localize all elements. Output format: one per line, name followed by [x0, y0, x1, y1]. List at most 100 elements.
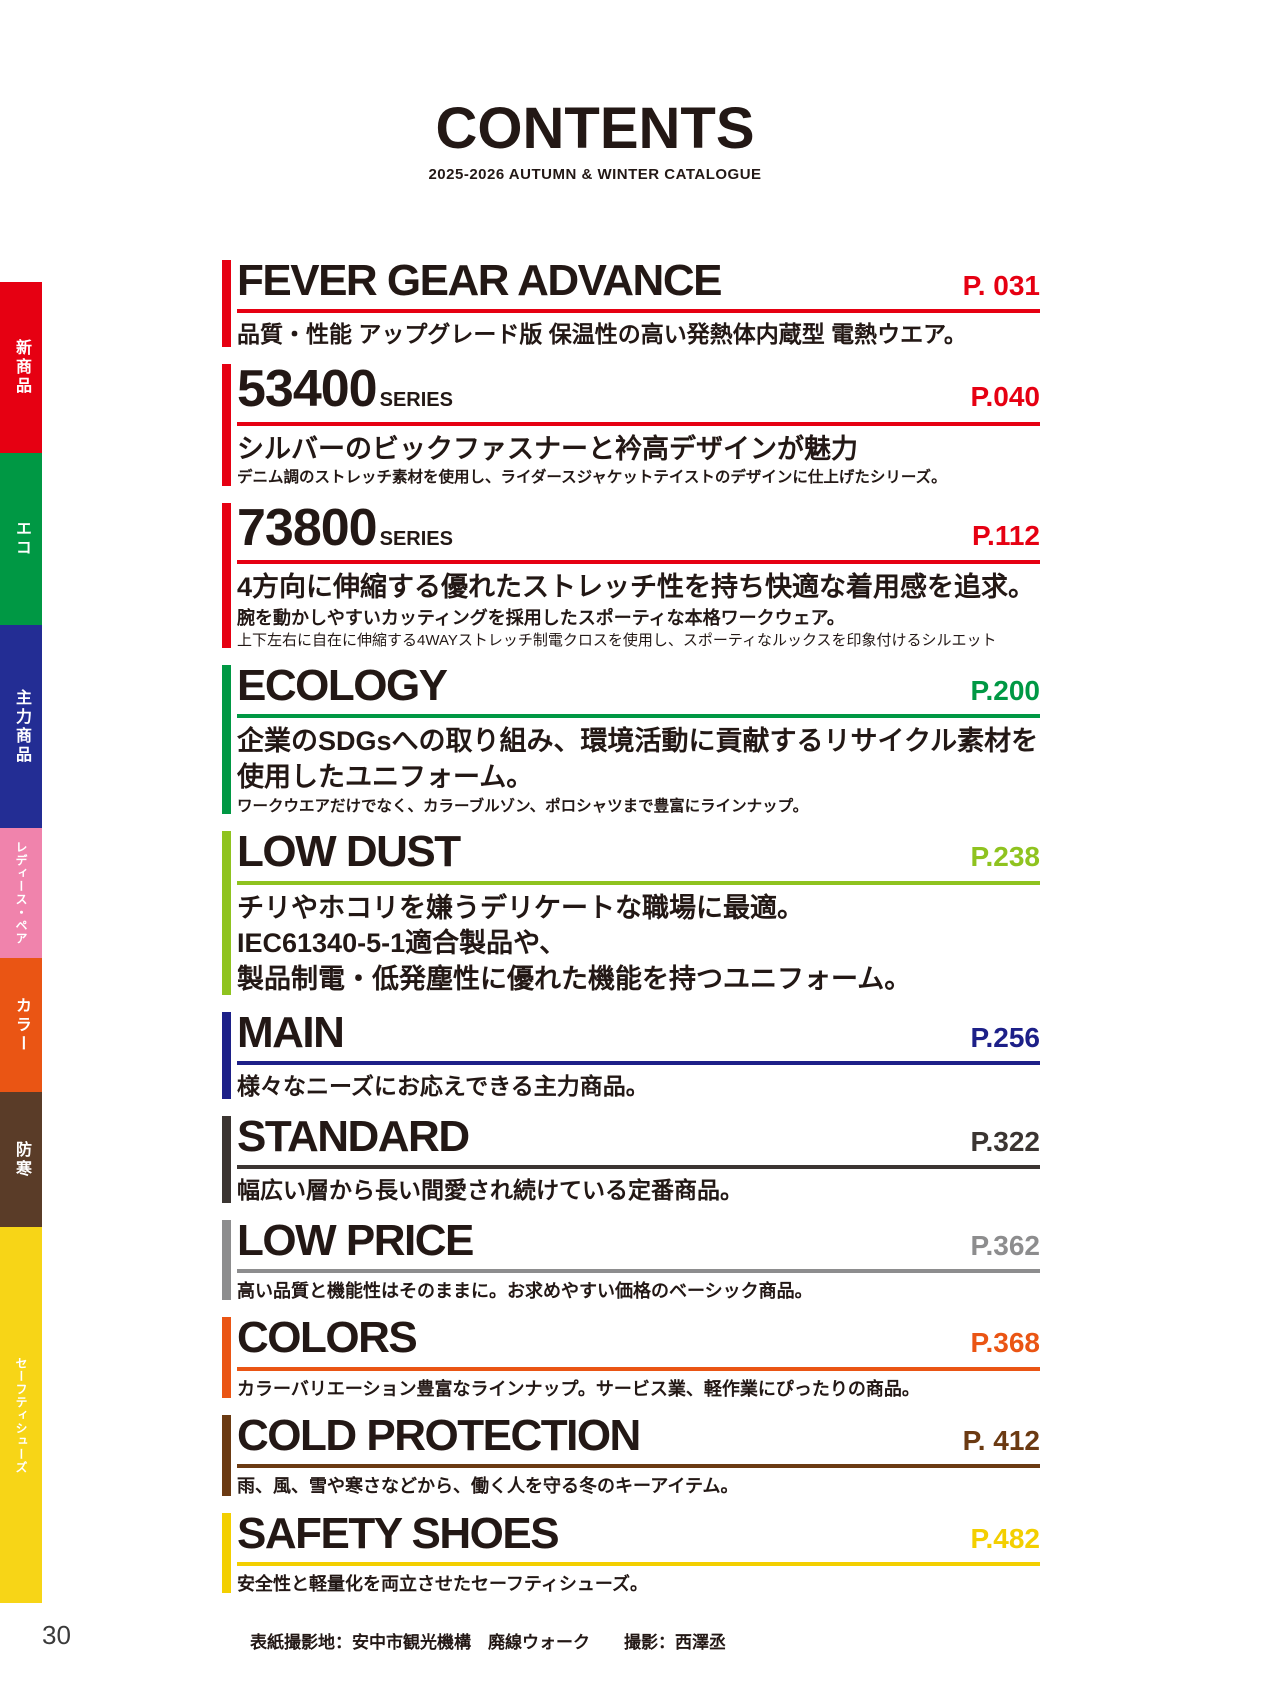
section-title-suffix: SERIES — [379, 527, 453, 550]
section-page-number: P.482 — [970, 1522, 1040, 1554]
section-color-bar — [222, 1512, 231, 1594]
section-description-line: チリやホコリを嫌うデリケートな職場に最適。 — [237, 892, 804, 923]
toc-entry-low-dust: LOW DUST P.238 チリやホコリを嫌うデリケートな職場に最適。 IEC613… — [222, 829, 1040, 996]
section-title-text: COLORS — [237, 1313, 418, 1363]
section-title: LOW DUST — [237, 827, 461, 877]
section-description-line: シルバーのビックファスナーと衿高デザインが魅力 — [237, 433, 858, 464]
section-description-line: 様々なニーズにお応えできる主力商品。 — [237, 1072, 649, 1099]
section-color-bar — [222, 1415, 231, 1496]
section-page-number: P.112 — [971, 519, 1040, 551]
section-page-number: P.256 — [970, 1021, 1040, 1053]
sidebar-tab-label: 防寒 — [13, 1140, 30, 1179]
sidebar-tab-cold[interactable]: 防寒 — [0, 1092, 42, 1227]
toc-entry-73800-series: 73800 SERIES P.112 4方向に伸縮する優れたストレッチ性を持ち快適な着… — [222, 501, 1040, 651]
section-title-text: ECOLOGY — [237, 661, 448, 711]
section-title: MAIN — [237, 1007, 345, 1057]
section-title-text: LOW DUST — [237, 827, 461, 877]
toc-entry-link-main[interactable]: MAIN P.256 — [237, 1007, 1040, 1065]
section-description: 高い品質と機能性はそのままに。お求めやすい価格のベーシック商品。 — [237, 1280, 1040, 1303]
section-page-number: P.238 — [970, 841, 1040, 873]
section-description-line: 企業のSDGsへの取り組み、環境活動に貢献するリサイクル素材を — [237, 726, 1039, 757]
toc-entry-link-fever-gear-advance[interactable]: FEVER GEAR ADVANCE P. 031 — [237, 257, 1040, 314]
section-title-text: COLD PROTECTION — [237, 1411, 641, 1460]
section-description: 様々なニーズにお応えできる主力商品。 — [237, 1072, 1040, 1101]
toc-entry-link-53400-series[interactable]: 53400 SERIES P.040 — [237, 362, 1040, 426]
section-title-text: 73800 — [237, 498, 378, 557]
section-color-bar — [222, 665, 231, 815]
section-title: SAFETY SHOES — [237, 1508, 560, 1558]
sidebar-tab-new-products[interactable]: 新商品 — [0, 282, 42, 453]
section-description-line: 雨、風、雪や寒さなどから、働く人を守る冬のキーアイテム。 — [237, 1476, 739, 1497]
toc-entry-link-low-dust[interactable]: LOW DUST P.238 — [237, 827, 1040, 885]
section-color-bar — [222, 502, 231, 649]
section-page-number: P. 031 — [962, 270, 1040, 301]
section-title: LOW PRICE — [237, 1215, 474, 1265]
sidebar-tab-label: 新商品 — [13, 339, 30, 396]
side-index-tab-bar: 新商品エコ主力商品 レディース・ペア カラー防寒セーフティシューズ — [0, 282, 42, 1603]
section-page-number: P.368 — [970, 1327, 1040, 1359]
toc-entry-fever-gear-advance: FEVER GEAR ADVANCE P. 031 品質・性能 アップグレード版 保… — [222, 257, 1040, 349]
sidebar-tab-color[interactable]: カラー — [0, 958, 42, 1092]
toc-entry-low-price: LOW PRICE P.362 高い品質と機能性はそのままに。お求めやすい価格のベー… — [222, 1215, 1040, 1303]
section-color-bar — [222, 1115, 231, 1203]
section-title: 53400 SERIES — [237, 362, 453, 417]
section-title-text: MAIN — [237, 1007, 345, 1057]
section-description-line: IEC61340-5-1適合製品や、 — [237, 928, 567, 959]
toc-entry-link-standard[interactable]: STANDARD P.322 — [237, 1111, 1040, 1169]
section-color-bar — [222, 1219, 231, 1301]
section-description: 品質・性能 アップグレード版 保温性の高い発熱体内蔵型 電熱ウエア。 — [237, 320, 1040, 349]
sidebar-tab-label: エコ — [13, 520, 30, 558]
toc-entry-main: MAIN P.256 様々なニーズにお応えできる主力商品。 — [222, 1007, 1040, 1101]
section-description-line: 製品制電・低発塵性に優れた機能を持つユニフォーム。 — [237, 964, 912, 994]
sidebar-tab-ladies-pair[interactable]: レディース・ペア — [0, 828, 42, 958]
page-number: 30 — [42, 1620, 71, 1650]
section-title: FEVER GEAR ADVANCE — [237, 257, 722, 304]
section-description: 幅広い層から長い間愛され続けている定番商品。 — [237, 1176, 1040, 1205]
toc-entry-link-ecology[interactable]: ECOLOGY P.200 — [237, 661, 1040, 719]
table-of-contents: FEVER GEAR ADVANCE P. 031 品質・性能 アップグレード版 保… — [222, 257, 1040, 1608]
section-description-line: ワークウエアだけでなく、カラーブルゾン、ポロシャツまで豊富にラインナップ。 — [237, 797, 809, 815]
section-color-bar — [222, 260, 231, 347]
section-description-line: 高い品質と機能性はそのままに。お求めやすい価格のベーシック商品。 — [237, 1280, 813, 1301]
section-title-text: 53400 — [237, 359, 378, 418]
toc-entry-colors: COLORS P.368 カラーバリエーション豊富なラインナップ。サービス業、軽作業… — [222, 1315, 1040, 1400]
toc-entry-link-cold-protection[interactable]: COLD PROTECTION P. 412 — [237, 1411, 1040, 1469]
section-description-line: 4方向に伸縮する優れたストレッチ性を持ち快適な着用感を追求。 — [237, 572, 1036, 603]
section-description-line: 腕を動かしやすいカッティングを採用したスポーティな本格ワークウェア。 — [237, 608, 845, 628]
section-page-number: P. 412 — [962, 1425, 1040, 1456]
section-description: 安全性と軽量化を両立させたセーフティシューズ。 — [237, 1573, 1040, 1596]
section-description-line: カラーバリエーション豊富なラインナップ。サービス業、軽作業にぴったりの商品。 — [237, 1378, 920, 1399]
sidebar-tab-safety-shoes[interactable]: セーフティシューズ — [0, 1227, 42, 1603]
toc-entry-link-low-price[interactable]: LOW PRICE P.362 — [237, 1215, 1040, 1273]
page-title: CONTENTS — [435, 96, 755, 161]
section-description-line: 上下左右に自在に伸縮する4WAYストレッチ制電クロスを使用し、スポーティなルック… — [237, 631, 997, 649]
section-description: チリやホコリを嫌うデリケートな職場に最適。 IEC61340-5-1適合製品や、製… — [237, 892, 1040, 997]
section-description: 雨、風、雪や寒さなどから、働く人を守る冬のキーアイテム。 — [237, 1475, 1040, 1498]
section-title: COLORS — [237, 1313, 418, 1363]
contents-header: CONTENTS 2025-2026 AUTUMN & WINTER CATAL… — [0, 96, 1190, 184]
section-title: 73800 SERIES — [237, 501, 453, 556]
section-page-number: P.200 — [970, 675, 1040, 707]
section-title-text: LOW PRICE — [237, 1215, 474, 1265]
section-title-text: STANDARD — [237, 1111, 470, 1161]
sidebar-tab-eco[interactable]: エコ — [0, 453, 42, 625]
section-page-number: P.362 — [970, 1229, 1040, 1261]
section-page-number: P.322 — [970, 1125, 1040, 1157]
toc-entry-link-safety-shoes[interactable]: SAFETY SHOES P.482 — [237, 1508, 1040, 1566]
section-title-suffix: SERIES — [379, 388, 453, 411]
toc-entry-link-73800-series[interactable]: 73800 SERIES P.112 — [237, 501, 1040, 565]
toc-entry-53400-series: 53400 SERIES P.040 シルバーのビックファスナーと衿高デザインが魅力デ… — [222, 362, 1040, 488]
section-title-text: SAFETY SHOES — [237, 1508, 560, 1558]
toc-entry-safety-shoes: SAFETY SHOES P.482 安全性と軽量化を両立させたセーフティシューズ。 — [222, 1508, 1040, 1596]
section-title: ECOLOGY — [237, 661, 448, 711]
section-description: 企業のSDGsへの取り組み、環境活動に貢献するリサイクル素材を 使用したユニフォー… — [237, 725, 1040, 816]
sidebar-tab-main-products[interactable]: 主力商品 — [0, 625, 42, 828]
section-description: シルバーのビックファスナーと衿高デザインが魅力 デニム調のストレッチ素材を使用し、… — [237, 433, 1040, 488]
section-description-line: 幅広い層から長い間愛され続けている定番商品。 — [237, 1176, 743, 1203]
section-color-bar — [222, 363, 231, 486]
section-color-bar — [222, 831, 231, 995]
section-description: カラーバリエーション豊富なラインナップ。サービス業、軽作業にぴったりの商品。 — [237, 1378, 1040, 1401]
toc-entry-ecology: ECOLOGY P.200 企業のSDGsへの取り組み、環境活動に貢献するリサイクル… — [222, 663, 1040, 816]
toc-entry-link-colors[interactable]: COLORS P.368 — [237, 1313, 1040, 1371]
